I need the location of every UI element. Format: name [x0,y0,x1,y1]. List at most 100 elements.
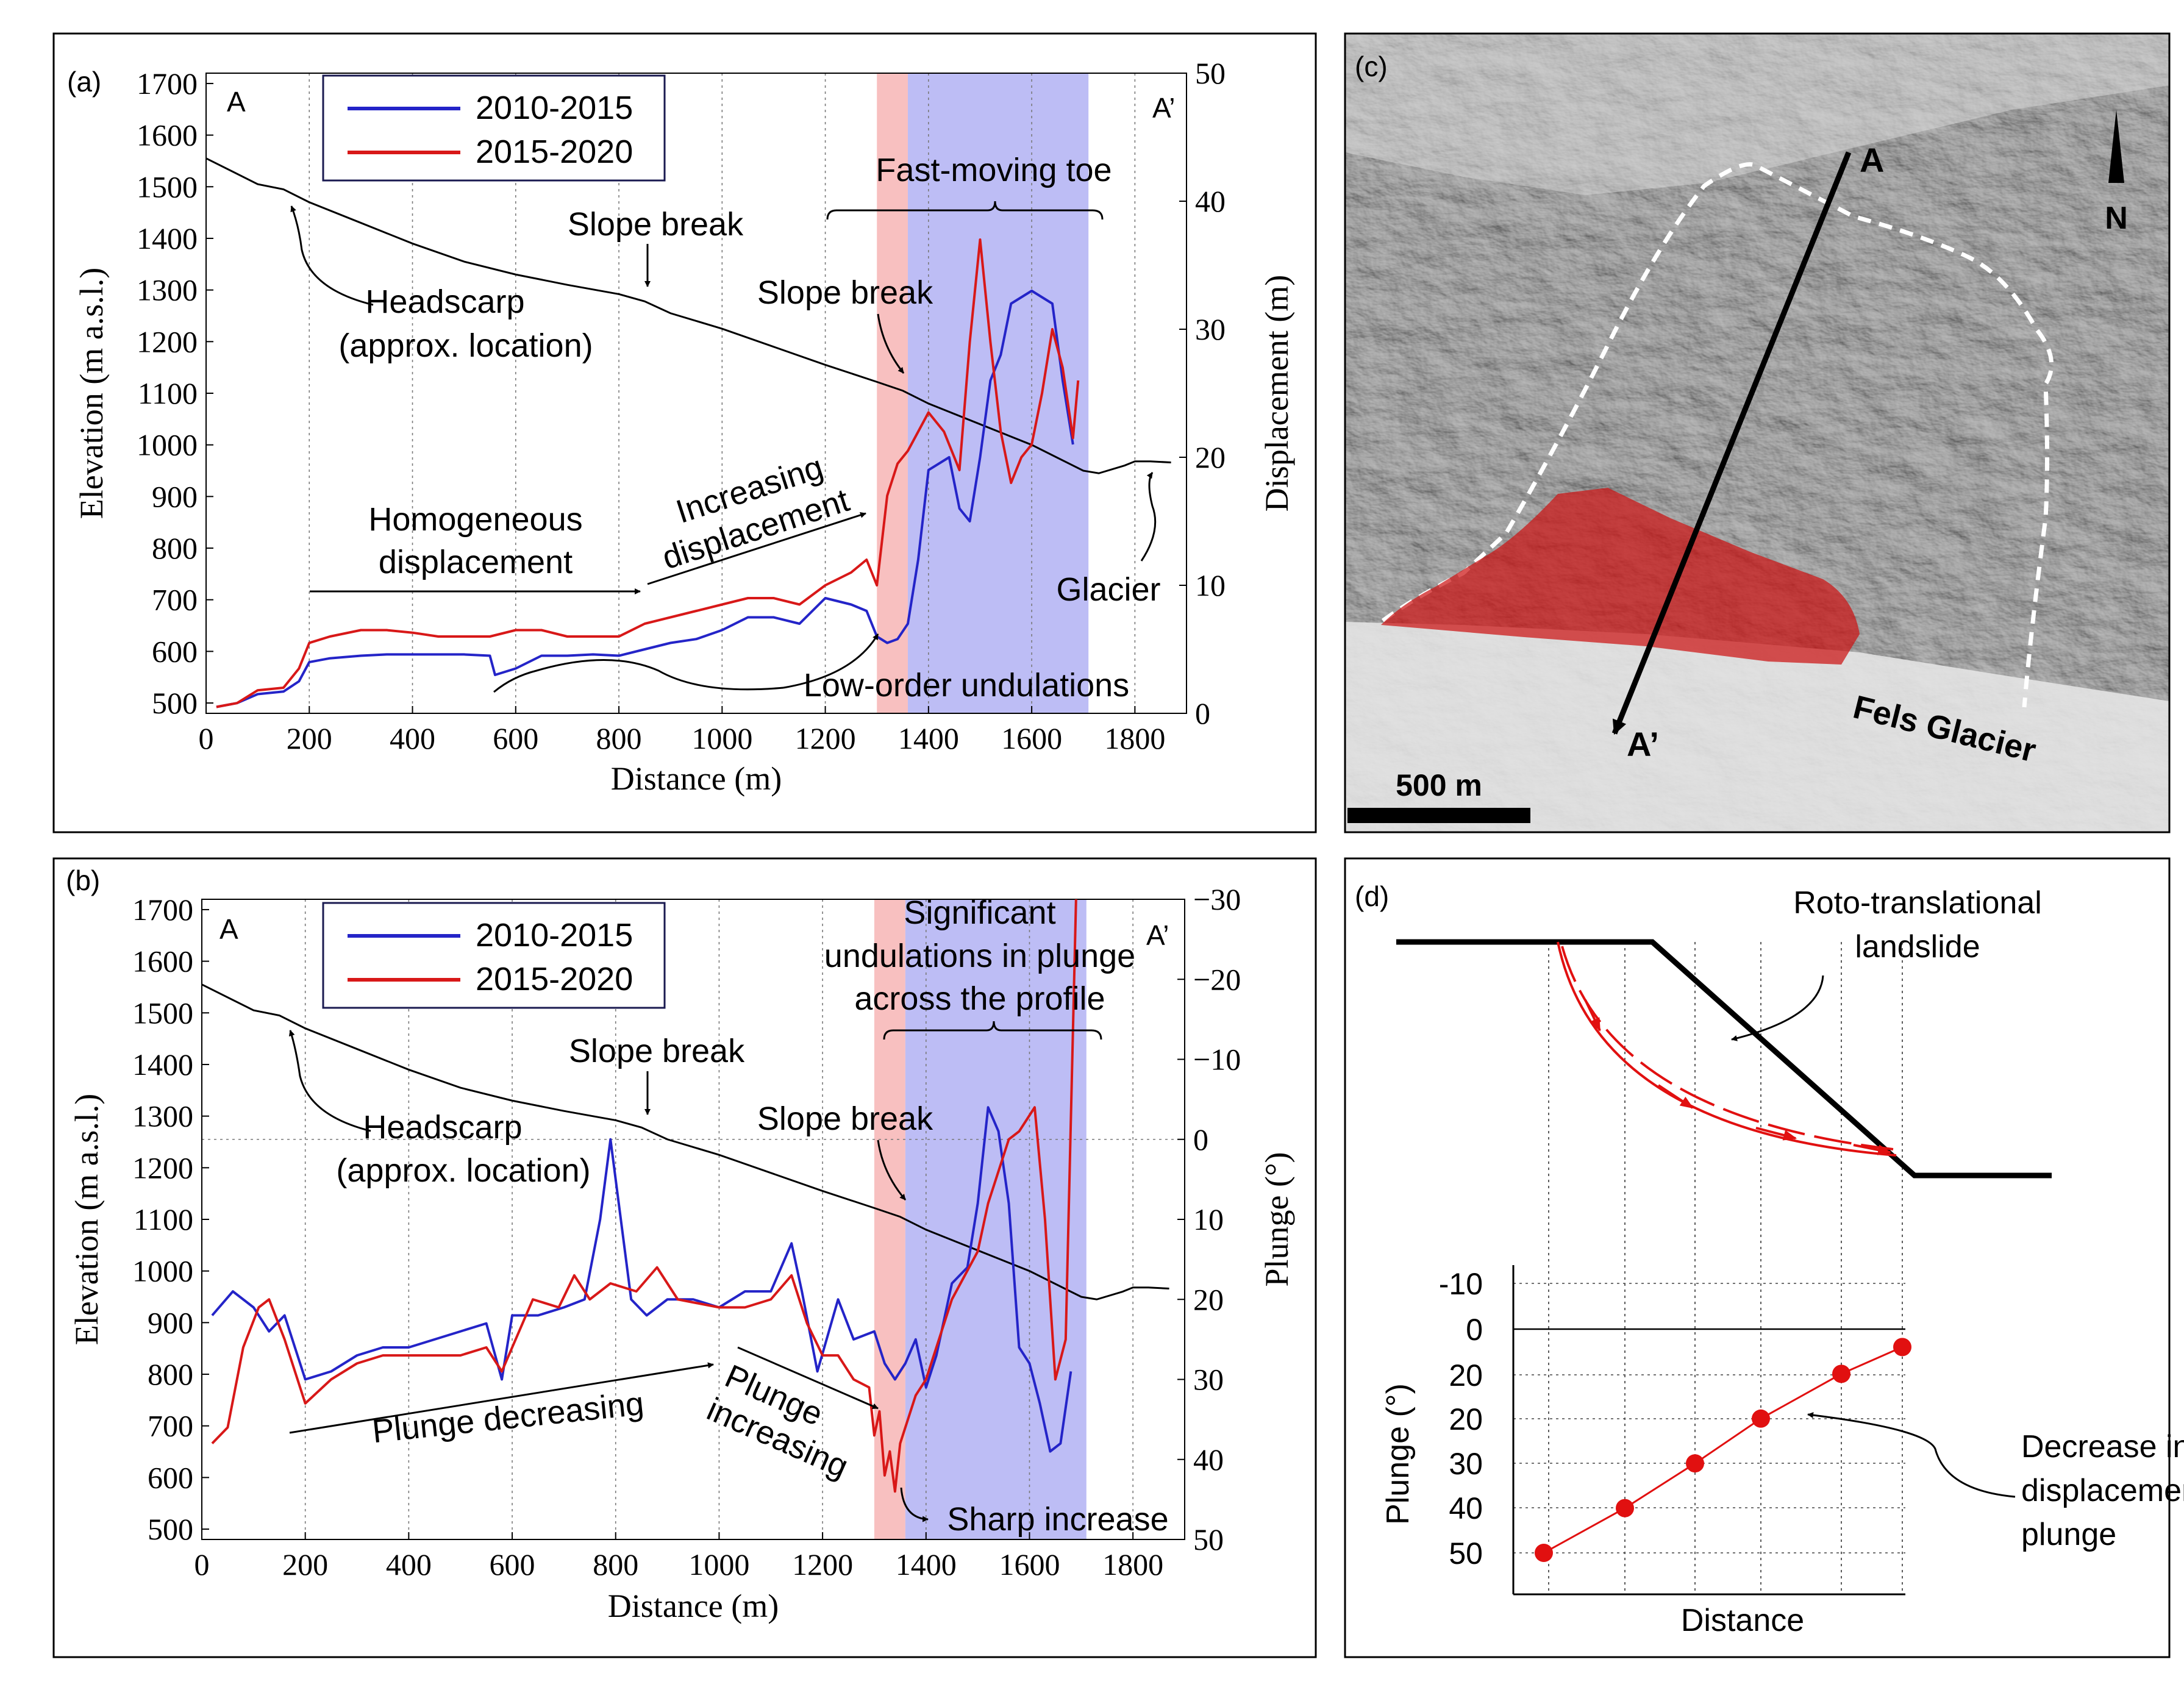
plunge-point [1832,1364,1850,1383]
y2-tick-label: −30 [1193,882,1241,916]
annotation-low-order-undulations: Low-order undulations [804,667,1129,704]
arrow-plunge-decreasing [289,1362,714,1434]
slip-arrow-4 [1853,1144,1892,1155]
x-tick-label: 1600 [999,1547,1060,1582]
y-tick-label: 600 [152,634,198,668]
y-tick-label: 500 [148,1512,193,1546]
annotation-displacement: displacement [2021,1473,2184,1508]
y-tick-label: 1600 [132,944,193,979]
upper-ridge [1345,34,2169,195]
legend-box [322,902,666,1009]
y-tick-label: 1000 [132,1254,193,1288]
y2-axis-title: Plunge (°) [1258,1152,1295,1286]
y-tick-label: 700 [152,583,198,617]
arrow-headscarp [290,205,374,306]
slip-arrow-1 [1584,999,1601,1032]
annotation-headscarp-location: (approx. location) [336,1152,590,1189]
legend-label-2010-2015: 2010-2015 [476,917,633,954]
annotation-significant: Significant [904,894,1055,931]
x-tick-label: 1200 [795,721,856,755]
y-tick-label: 700 [148,1409,193,1443]
bracket-fast-moving-toe [826,201,1104,220]
y-axis-title: Elevation (m a.s.l.) [68,1094,105,1345]
panel-label: (b) [66,865,100,896]
valley-floor [1345,622,2169,832]
x-tick-label: 800 [596,721,642,755]
profile-start-label: A [227,86,246,118]
y2-tick-label: 10 [1195,568,1226,602]
profile-line [1611,151,1852,735]
arrow-slope-break-2 [877,313,905,374]
landslide-boundary [1381,162,2054,708]
panel-a-frame [52,32,1317,833]
annotation-displacement-homogeneous: displacement [379,544,573,580]
highlight-band-2 [907,73,1089,713]
annotation-decrease-in: Decrease in [2021,1429,2184,1464]
x-tick-label: 600 [490,1547,535,1582]
slip-arrow-3 [1755,1127,1797,1141]
arrow-increasing-displacement [647,512,866,585]
x-tick-label: 1200 [792,1547,853,1582]
y2-tick-label: 40 [1195,184,1226,218]
profile-end-label: A’ [1146,919,1169,951]
legend-label-2010-2015: 2010-2015 [476,90,633,126]
x-tick-label: 600 [493,721,538,755]
profile-start-label: A [219,913,238,945]
y-tick-label: 1100 [134,1202,193,1236]
panel-c-frame [1344,32,2171,833]
panel-c-map: A A’ N Fels Glacier 500 m (c) [1344,32,2171,833]
y2-tick-label: −10 [1193,1043,1241,1077]
x-tick-label: 0 [199,721,214,755]
series-line-2010-2015 [211,1106,1072,1453]
elevation-profile-line [205,157,1171,474]
y-tick-label: 1300 [132,1099,193,1133]
north-label: N [2105,201,2128,236]
y-tick-label: 800 [148,1357,193,1391]
x-axis-title: Distance [1681,1603,1804,1638]
annotation-across-profile: across the profile [854,980,1105,1017]
y2-axis-title: Displacement (m) [1258,275,1295,512]
y-tick-label: 1700 [132,893,193,927]
annotation-slope-break-2: Slope break [757,1100,933,1137]
x-tick-label: 400 [386,1547,432,1582]
x-tick-label: 1000 [691,721,752,755]
y-tick-label: 20 [1449,1402,1483,1436]
y-tick-label: 1600 [137,118,198,152]
annotation-landslide: landslide [1855,929,1980,965]
failure-surface-outer [1557,941,1897,1157]
y-tick-label: 1500 [132,996,193,1030]
bracket-undulations [883,1021,1102,1040]
landslide-toe-fill [1381,488,1860,665]
arrow-low-order-undulations [493,659,784,693]
annotation-glacier: Glacier [1056,571,1160,608]
plunge-point [1616,1499,1634,1518]
y2-tick-label: −20 [1193,962,1241,996]
scale-label: 500 m [1396,768,1482,802]
y-tick-label: 600 [148,1460,193,1494]
y2-tick-label: 50 [1193,1522,1224,1557]
arrow-slope-break-2 [877,1140,907,1200]
x-tick-label: 400 [390,721,435,755]
y2-tick-label: 0 [1195,696,1210,730]
annotation-slope-break-1: Slope break [569,1033,745,1069]
highlight-band-2 [905,899,1087,1539]
y2-tick-label: 30 [1193,1363,1224,1397]
y-tick-label: 1500 [137,169,198,204]
panel-a: 0 200 400 600 800 1000 1200 1400 1600 18005006007… [52,32,1317,833]
y-axis-title: Elevation (m a.s.l.) [73,268,110,519]
panel-label: (c) [1355,51,1388,82]
y-tick-label: 1300 [137,273,198,307]
annotation-headscarp: Headscarp [363,1109,522,1146]
panel-label: (d) [1355,880,1389,912]
x-tick-label: 0 [194,1547,210,1582]
x-tick-label: 1800 [1102,1547,1163,1582]
arrow-decrease-plunge [1807,1412,2016,1498]
arrow-plunge-increasing [737,1346,879,1410]
plunge-trend-line [1543,1346,1903,1554]
y2-tick-label: 20 [1195,440,1226,474]
series-line-2015-2020 [211,899,1077,1493]
x-tick-label: 1400 [898,721,959,755]
arrow-glacier [1140,472,1157,562]
y2-tick-label: 10 [1193,1202,1224,1236]
